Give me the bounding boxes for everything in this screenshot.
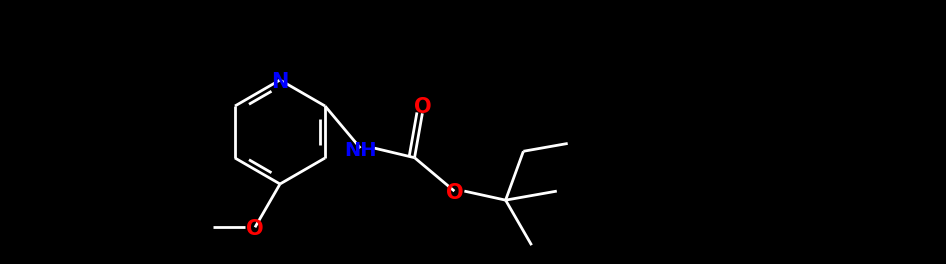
- Text: O: O: [446, 183, 464, 203]
- Text: O: O: [246, 219, 264, 239]
- Text: O: O: [413, 97, 431, 117]
- Text: N: N: [272, 72, 289, 92]
- Text: NH: NH: [344, 141, 377, 160]
